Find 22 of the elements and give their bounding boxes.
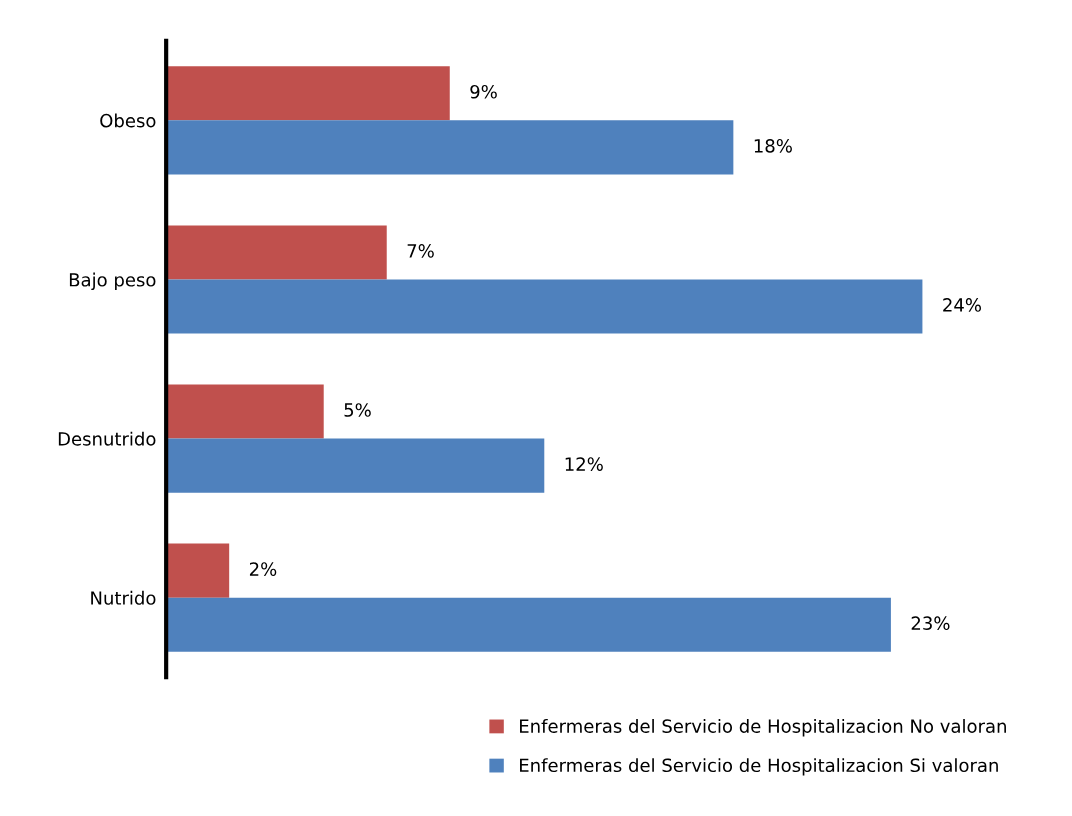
bar [166, 279, 923, 334]
y-tick-label: Obeso [100, 113, 156, 128]
bar [166, 543, 230, 598]
data-label: 18% [754, 138, 792, 153]
data-label: 12% [565, 457, 603, 471]
y-tick-label: Desnutrido [58, 431, 156, 446]
data-label: 9% [470, 84, 497, 99]
data-label: 24% [943, 298, 981, 312]
data-label: 7% [407, 244, 434, 258]
bar [166, 597, 891, 652]
data-label: 23% [911, 616, 950, 631]
bar [166, 66, 450, 121]
y-tick-label: Bajo peso [69, 272, 156, 291]
bar [166, 438, 545, 493]
legend-label: Enfermeras del Servicio de Hospitalizacion Si valoran [520, 758, 998, 776]
legend-label: Enfermeras del Servicio de Hospitalizacion No valoran [520, 718, 1006, 737]
data-label: 5% [344, 403, 371, 417]
bar [166, 384, 324, 439]
data-label: 2% [249, 562, 277, 576]
bar [166, 225, 387, 280]
y-tick-label: Nutrido [91, 590, 156, 605]
bar [166, 120, 734, 175]
